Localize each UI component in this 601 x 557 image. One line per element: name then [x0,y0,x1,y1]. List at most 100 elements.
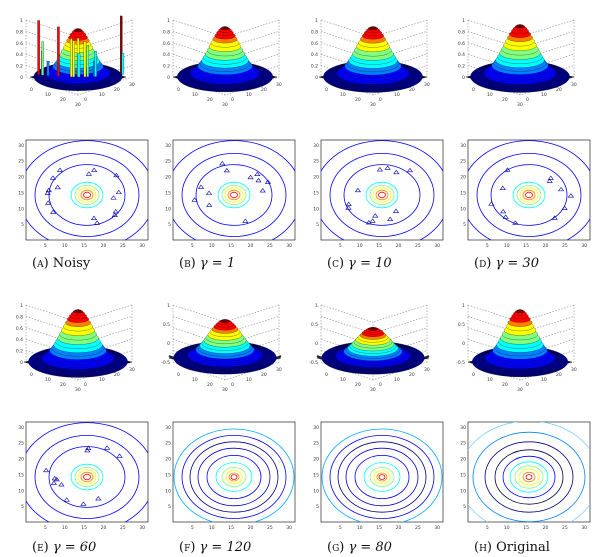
noise-contour [384,165,391,170]
contour-x-tick: 25 [120,243,126,249]
surface-band [76,28,80,30]
contour-y-tick: 10 [18,206,24,212]
z-tick-label: 0.5 [458,322,465,328]
noise-contour [53,476,60,482]
noise-spike [121,53,125,75]
noise-contour [365,220,372,225]
noise-spike [57,26,60,77]
noise-spike [120,15,123,75]
x-tick-label: 30 [222,387,228,393]
subfigure-label: γ = 60 [52,540,97,555]
noise-spike [83,41,87,78]
z-tick-label: 0 [462,75,465,81]
contour-y-tick: 20 [313,175,319,181]
contour-y-tick: 25 [313,159,319,165]
contour-line [509,461,549,493]
noise-contour [264,179,272,184]
z-tick-label: 1 [167,303,170,309]
subfigure-caption: (f) γ = 120 [179,540,251,555]
x-tick-label: 10 [340,92,346,98]
noise-contour [50,480,57,485]
z-tick-label: 0 [315,75,318,81]
contour-plot-5: 5 10 15 20 25 30 5 10 15 20 25 30 [18,421,149,531]
contour-x-tick: 5 [486,525,489,531]
x-tick-label: 0 [177,87,180,93]
noise-contour [191,197,198,202]
subfigure-letter: (g) [327,540,345,555]
contour-line [83,473,91,481]
contour-y-tick: 10 [460,488,466,494]
z-tick-label: 0 [20,360,23,366]
contour-y-tick: 20 [165,457,171,463]
noise-contour [406,167,414,173]
subfigure-label: γ = 1 [199,256,236,271]
contour-x-tick: 15 [228,243,234,249]
contour-y-tick: 15 [18,472,24,478]
noise-contour [551,215,558,220]
x-tick-label: 10 [192,92,198,98]
contour-line [230,474,238,480]
contour-x-tick: 15 [228,525,234,531]
z-tick-label: 1 [20,18,23,24]
contour-line [230,191,238,199]
noise-contour [488,201,495,206]
noise-contour [85,171,92,176]
contour-plot-7: 5 10 15 20 25 30 5 10 15 20 25 30 [313,421,444,531]
contour-line [337,441,427,513]
y-tick-label: 0 [379,382,382,388]
z-tick-label: 0.6 [311,41,318,47]
z-tick-label: 0.4 [458,52,465,58]
subfigure-letter: (b) [179,256,196,271]
contour-x-tick: 15 [376,525,382,531]
noise-contour [45,187,52,193]
y-tick-label: 30 [129,82,135,88]
surface-band [371,327,375,329]
contour-y-tick: 30 [18,425,24,431]
noise-spike [72,40,75,78]
subfigure-caption: (e) γ = 60 [32,540,96,555]
contour-y-tick: 25 [165,441,171,447]
noise-contour [259,188,266,193]
contour-y-tick: 20 [313,457,319,463]
contour-line [70,181,104,209]
contour-y-tick: 10 [165,206,171,212]
noise-spike [41,41,44,76]
x-tick-label: 20 [502,97,508,103]
contour-line [70,463,104,491]
noise-contour [111,212,118,217]
contour-line [321,428,443,522]
noise-contour [49,175,56,180]
contour-y-tick: 15 [460,190,466,196]
noise-contour [392,208,400,213]
contour-x-tick: 20 [248,243,254,249]
contour-line [522,189,536,201]
contour-line [173,428,295,522]
noise-contour [219,160,226,166]
noise-contour [247,174,254,180]
noise-spike [94,51,97,77]
y-tick-label: 0 [231,382,234,388]
noise-contour [197,184,205,189]
noise-contour [376,167,383,172]
contour-plot-8: 5 10 15 20 25 30 5 10 15 20 25 30 [460,421,591,531]
z-tick-label: 0.5 [311,322,318,328]
contour-y-tick: 5 [168,504,171,510]
noise-contour [95,496,102,501]
y-tick-label: 0 [526,382,529,388]
noise-contour [255,177,262,183]
contour-panel-3: 5 10 15 20 25 30 5 10 15 20 25 30 [309,138,445,250]
contour-line [525,474,533,480]
y-tick-label: 0 [84,382,87,388]
subfigure-caption: (c) γ = 10 [327,256,392,271]
contour-line [48,446,126,508]
noise-contour [90,215,98,221]
contour-y-tick: 30 [18,143,24,149]
z-tick-label: 0.6 [16,326,23,332]
x-tick-label: 0 [177,372,180,378]
contour-x-tick: 20 [396,243,402,249]
contour-line [472,431,586,522]
contour-line [490,164,568,226]
